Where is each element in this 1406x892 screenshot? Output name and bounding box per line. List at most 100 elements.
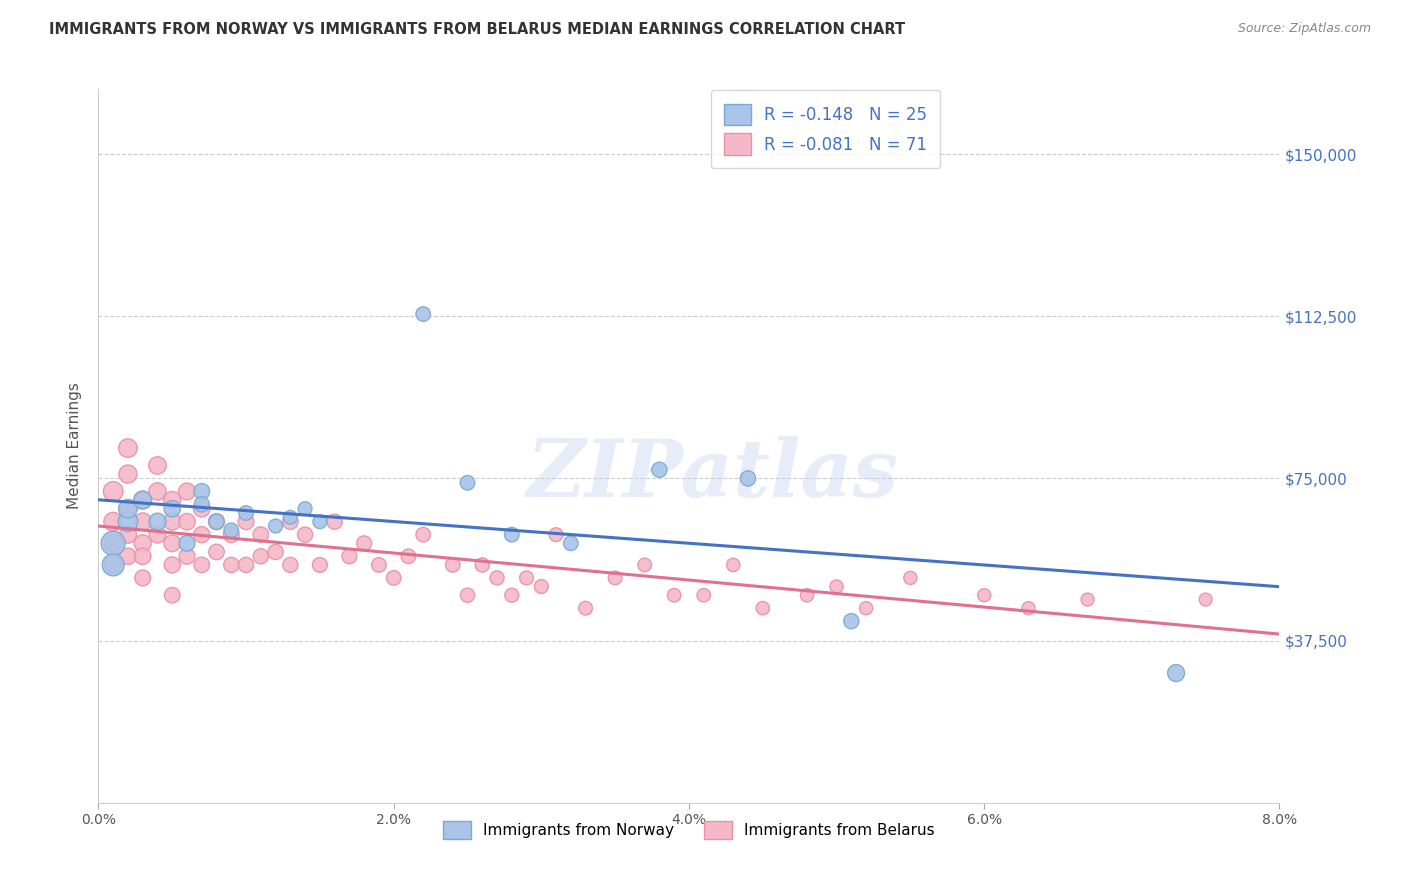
- Point: [103, 536, 125, 550]
- Point: [294, 501, 316, 516]
- Point: [103, 558, 125, 572]
- Point: [560, 536, 582, 550]
- Point: [191, 527, 214, 541]
- Point: [664, 588, 686, 602]
- Point: [825, 580, 848, 594]
- Text: Source: ZipAtlas.com: Source: ZipAtlas.com: [1237, 22, 1371, 36]
- Point: [176, 515, 198, 529]
- Point: [191, 558, 214, 572]
- Point: [841, 614, 863, 628]
- Point: [280, 558, 302, 572]
- Text: ZIPatlas: ZIPatlas: [526, 436, 898, 513]
- Text: IMMIGRANTS FROM NORWAY VS IMMIGRANTS FROM BELARUS MEDIAN EARNINGS CORRELATION CH: IMMIGRANTS FROM NORWAY VS IMMIGRANTS FRO…: [49, 22, 905, 37]
- Point: [471, 558, 494, 572]
- Point: [235, 515, 257, 529]
- Point: [457, 475, 479, 490]
- Point: [221, 527, 243, 541]
- Point: [250, 527, 273, 541]
- Point: [309, 515, 332, 529]
- Point: [132, 493, 155, 508]
- Point: [103, 536, 125, 550]
- Point: [235, 558, 257, 572]
- Point: [1166, 666, 1188, 681]
- Point: [264, 545, 287, 559]
- Point: [412, 527, 434, 541]
- Point: [103, 484, 125, 499]
- Point: [441, 558, 464, 572]
- Point: [516, 571, 538, 585]
- Point: [132, 536, 155, 550]
- Point: [1077, 592, 1099, 607]
- Legend: Immigrants from Norway, Immigrants from Belarus: Immigrants from Norway, Immigrants from …: [437, 815, 941, 845]
- Point: [398, 549, 420, 564]
- Point: [530, 580, 553, 594]
- Point: [973, 588, 995, 602]
- Point: [205, 515, 228, 529]
- Point: [796, 588, 818, 602]
- Point: [280, 515, 302, 529]
- Point: [117, 515, 139, 529]
- Point: [146, 515, 169, 529]
- Point: [382, 571, 405, 585]
- Point: [723, 558, 745, 572]
- Point: [605, 571, 627, 585]
- Point: [1195, 592, 1218, 607]
- Point: [162, 588, 183, 602]
- Y-axis label: Median Earnings: Median Earnings: [67, 383, 83, 509]
- Point: [501, 588, 523, 602]
- Point: [235, 506, 257, 520]
- Point: [176, 549, 198, 564]
- Point: [353, 536, 375, 550]
- Point: [339, 549, 361, 564]
- Point: [250, 549, 273, 564]
- Point: [191, 501, 214, 516]
- Point: [752, 601, 775, 615]
- Point: [117, 549, 139, 564]
- Point: [264, 519, 287, 533]
- Point: [103, 515, 125, 529]
- Point: [117, 467, 139, 482]
- Point: [117, 527, 139, 541]
- Point: [737, 471, 759, 485]
- Point: [693, 588, 716, 602]
- Point: [634, 558, 657, 572]
- Point: [280, 510, 302, 524]
- Point: [117, 441, 139, 455]
- Point: [412, 307, 434, 321]
- Point: [205, 515, 228, 529]
- Point: [146, 527, 169, 541]
- Point: [146, 458, 169, 473]
- Point: [191, 497, 214, 511]
- Point: [900, 571, 922, 585]
- Point: [575, 601, 598, 615]
- Point: [132, 493, 155, 508]
- Point: [309, 558, 332, 572]
- Point: [176, 536, 198, 550]
- Point: [294, 527, 316, 541]
- Point: [501, 527, 523, 541]
- Point: [176, 484, 198, 499]
- Point: [648, 463, 671, 477]
- Point: [146, 484, 169, 499]
- Point: [191, 484, 214, 499]
- Point: [205, 545, 228, 559]
- Point: [162, 536, 183, 550]
- Point: [162, 558, 183, 572]
- Point: [486, 571, 509, 585]
- Point: [162, 515, 183, 529]
- Point: [132, 549, 155, 564]
- Point: [1018, 601, 1040, 615]
- Point: [117, 501, 139, 516]
- Point: [162, 493, 183, 508]
- Point: [117, 501, 139, 516]
- Point: [221, 558, 243, 572]
- Point: [132, 571, 155, 585]
- Point: [132, 515, 155, 529]
- Point: [368, 558, 391, 572]
- Point: [103, 558, 125, 572]
- Point: [546, 527, 568, 541]
- Point: [221, 524, 243, 538]
- Point: [855, 601, 877, 615]
- Point: [323, 515, 346, 529]
- Point: [162, 501, 183, 516]
